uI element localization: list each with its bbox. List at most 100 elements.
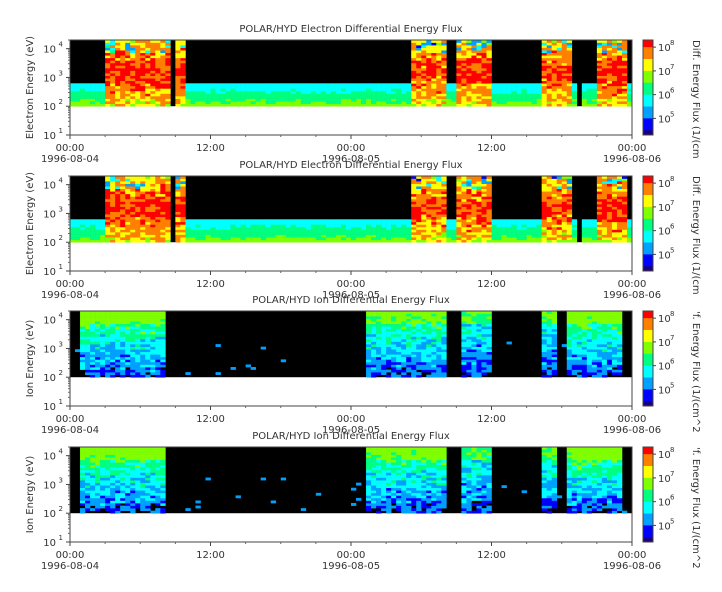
spectrogram-cell xyxy=(471,367,477,370)
spectrogram-cell xyxy=(120,229,126,233)
spectrogram-cell xyxy=(386,346,392,350)
spectrogram-cell xyxy=(330,226,337,230)
spectrogram-cell xyxy=(115,55,121,59)
spectrogram-cell xyxy=(526,232,532,235)
spectrogram-cell xyxy=(115,68,121,71)
spectrogram-cell xyxy=(486,52,492,56)
spectrogram-cell xyxy=(566,40,573,43)
spectrogram-cell xyxy=(115,351,121,355)
spectrogram-cell xyxy=(260,239,266,243)
spectrogram-cell xyxy=(616,318,623,322)
spectrogram-cell xyxy=(210,232,216,235)
spectrogram-cell xyxy=(300,232,307,235)
spectrogram-cell xyxy=(616,239,623,243)
spectrogram-cell xyxy=(120,191,126,195)
spectrogram-cell xyxy=(160,188,166,192)
spectrogram-cell xyxy=(606,176,613,179)
spectrogram-cell xyxy=(300,237,307,240)
spectrogram-cell xyxy=(566,47,573,51)
spectrogram-cell xyxy=(120,346,126,350)
spectrogram-cell xyxy=(486,333,492,337)
spectrogram-cell xyxy=(436,344,442,347)
spectrogram-cell xyxy=(120,40,126,43)
spectrogram-cell xyxy=(536,234,542,238)
spectrogram-cell xyxy=(491,88,497,92)
panel-title: POLAR/HYD Electron Differential Energy F… xyxy=(239,24,462,35)
spectrogram-cell xyxy=(105,70,111,74)
spectrogram-cell xyxy=(411,339,417,342)
spectrogram-cell xyxy=(135,193,141,197)
spectrogram-cell xyxy=(611,234,618,238)
spectrogram-cell xyxy=(471,201,477,205)
spectrogram-cell xyxy=(486,209,492,212)
spectrogram-cell xyxy=(80,83,86,87)
spectrogram-cell xyxy=(376,369,382,373)
spectrogram-cell xyxy=(486,224,492,228)
spectrogram-cell xyxy=(180,93,186,97)
spectrogram-cell xyxy=(421,214,427,218)
spectrogram-cell xyxy=(160,318,166,322)
spectrogram-cell xyxy=(471,331,477,335)
spectrogram-cell xyxy=(376,234,382,238)
spectrogram-cell xyxy=(345,90,352,94)
spectrogram-cell xyxy=(596,47,603,51)
spectrogram-cell xyxy=(356,83,362,87)
spectrogram-cell xyxy=(621,55,628,59)
spectrogram-cell xyxy=(100,372,106,375)
spectrogram-cell xyxy=(70,219,76,223)
spectrogram-cell xyxy=(310,239,317,243)
spectrogram-cell xyxy=(175,196,181,200)
spectrogram-cell xyxy=(130,224,136,228)
spectrogram-cell xyxy=(451,219,457,223)
spectrogram-cell xyxy=(601,42,608,46)
spectrogram-cell xyxy=(175,55,181,59)
spectrogram-cell xyxy=(381,328,387,332)
spectrogram-cell xyxy=(426,73,432,76)
spectrogram-cell xyxy=(491,221,497,225)
spectrogram-cell xyxy=(596,364,603,368)
spectrogram-cell xyxy=(115,186,121,190)
spectrogram-cell xyxy=(145,331,151,335)
spectrogram-cell xyxy=(606,204,613,207)
spectrogram-cell xyxy=(300,88,307,92)
spectrogram-cell xyxy=(471,351,477,355)
spectrogram-cell xyxy=(115,206,121,210)
spectrogram-cell xyxy=(431,313,437,317)
spectrogram-cell xyxy=(496,232,502,235)
spectrogram-cell xyxy=(606,181,613,184)
spectrogram-cell xyxy=(426,367,432,370)
spectrogram-cell xyxy=(601,316,608,319)
spectrogram-cell xyxy=(606,214,613,218)
spectrogram-cell xyxy=(391,83,397,87)
spectrogram-cell xyxy=(516,103,522,107)
spectrogram-cell xyxy=(260,90,266,94)
spectrogram-cell xyxy=(275,90,282,94)
spectrogram-cell xyxy=(135,80,141,84)
spectrogram-cell xyxy=(351,88,357,92)
spectrogram-cell xyxy=(611,361,618,365)
spectrogram-cell xyxy=(531,88,537,92)
spectrogram-cell xyxy=(621,201,628,205)
spectrogram-cell xyxy=(486,354,492,358)
spectrogram-cell xyxy=(611,224,618,228)
spectrogram-cell xyxy=(250,98,256,102)
spectrogram-cell xyxy=(320,93,327,97)
spectrogram-cell xyxy=(165,55,171,59)
spectrogram-cell xyxy=(340,103,347,107)
spectrogram-cell xyxy=(401,90,407,94)
colorbar-swatch xyxy=(643,54,653,58)
spectrogram-cell xyxy=(140,183,146,187)
spectrogram-cell xyxy=(175,103,181,107)
spectrogram-cell xyxy=(541,193,547,197)
spectrogram-cell xyxy=(175,183,181,187)
spectrogram-cell xyxy=(275,101,282,104)
spectrogram-cell xyxy=(551,356,558,360)
spectrogram-cell xyxy=(270,83,277,87)
spectrogram-cell xyxy=(421,351,427,355)
spectrogram-cell xyxy=(155,346,161,350)
spectrogram-cell xyxy=(110,204,116,207)
spectrogram-cell xyxy=(441,88,447,92)
spectrogram-cell xyxy=(105,336,111,340)
spectrogram-cell xyxy=(406,313,412,317)
spectrogram-cell xyxy=(456,52,462,56)
